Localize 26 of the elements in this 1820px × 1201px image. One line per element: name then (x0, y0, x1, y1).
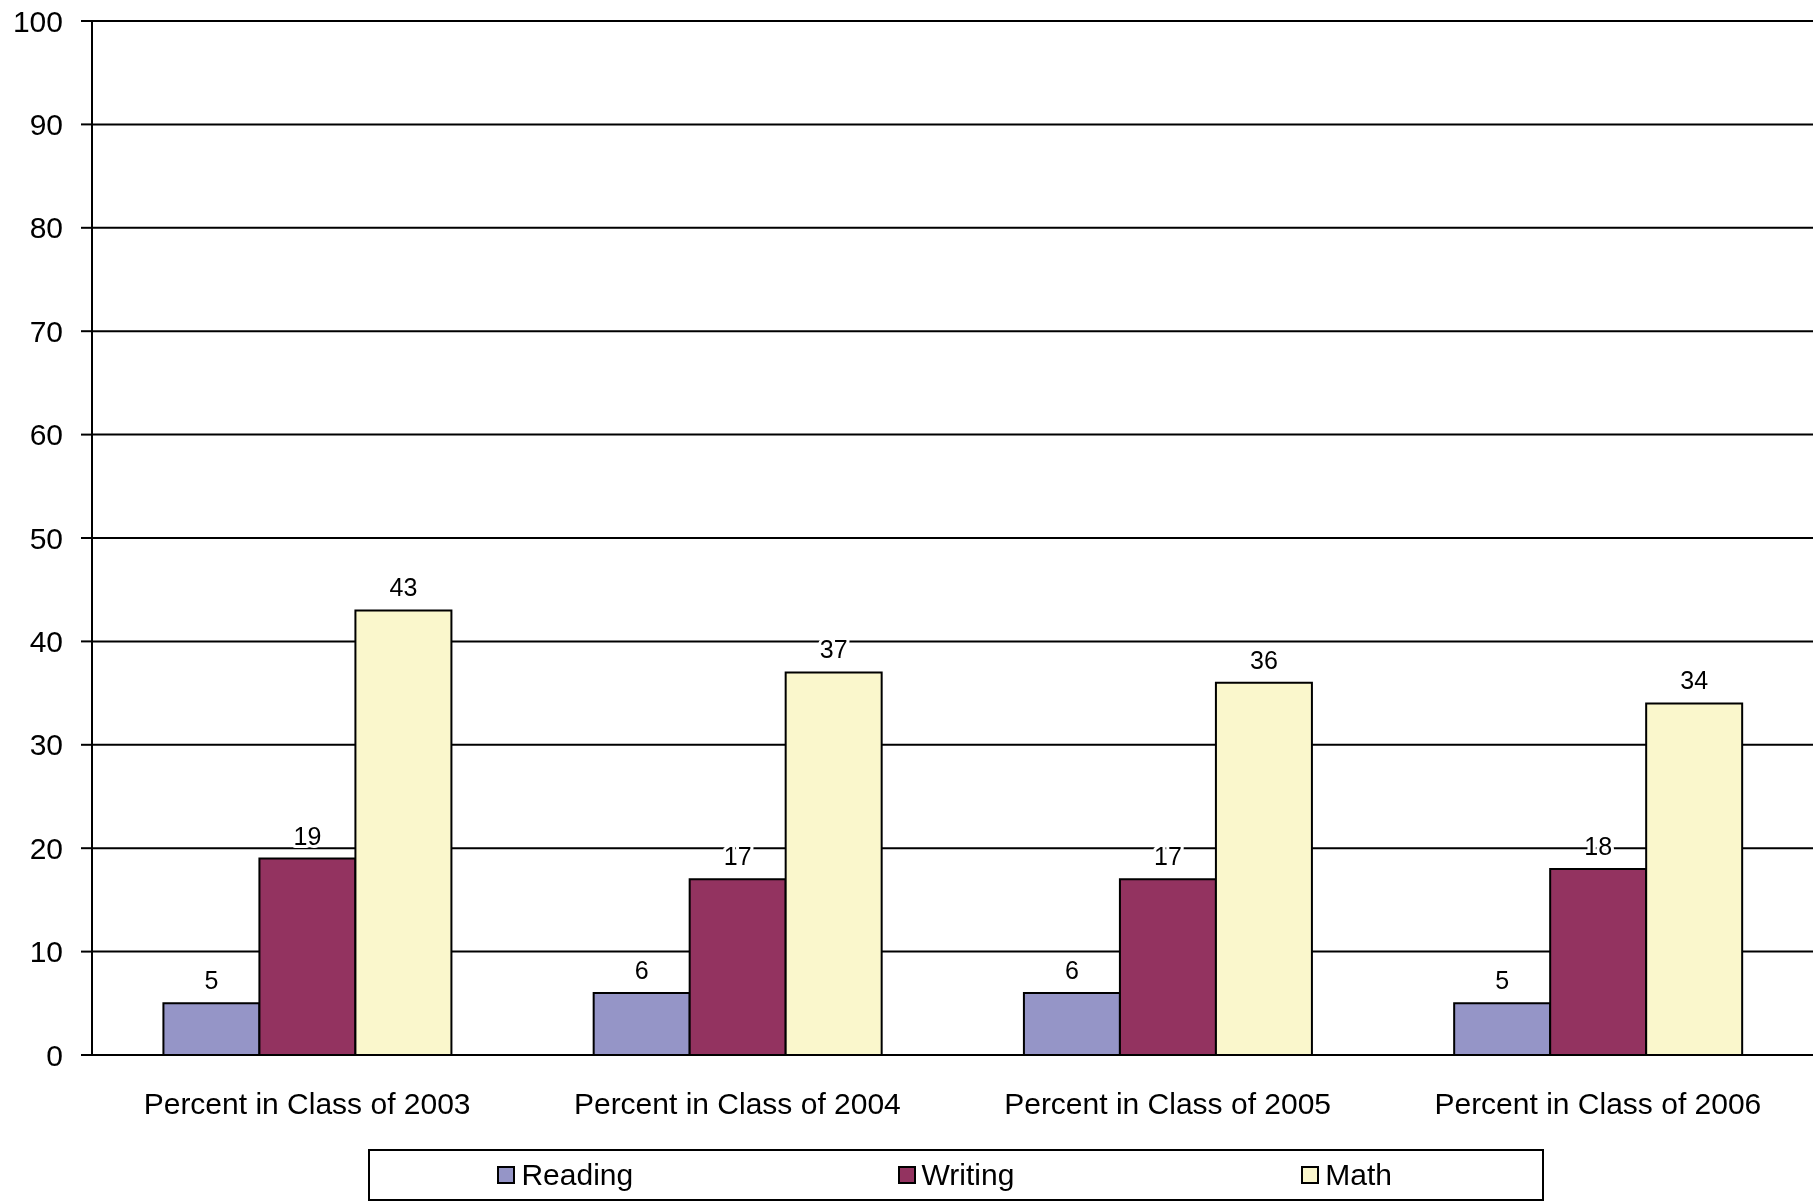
data-label: 5 (1495, 966, 1510, 995)
y-tick-label: 40 (29, 625, 63, 659)
y-tick-label: 10 (29, 935, 63, 969)
data-label: 6 (1064, 955, 1079, 984)
data-label: 5 (204, 966, 219, 995)
legend-label: Math (1325, 1158, 1392, 1192)
y-tick-label: 100 (12, 4, 63, 38)
y-tick-label: 70 (29, 314, 63, 348)
data-label: 36 (1250, 645, 1278, 674)
x-tick-label: Percent in Class of 2005 (1004, 1087, 1332, 1121)
data-label: 43 (389, 573, 418, 602)
x-tick-label: Percent in Class of 2006 (1434, 1087, 1762, 1121)
y-tick-label: 30 (29, 728, 63, 762)
legend-label: Reading (521, 1158, 634, 1192)
legend-label: Writing (921, 1158, 1015, 1192)
y-tick-label: 20 (29, 831, 63, 865)
data-label: 6 (634, 955, 649, 984)
data-label: 19 (293, 821, 322, 850)
data-label: 34 (1680, 666, 1709, 695)
y-tick-label: 80 (29, 211, 63, 245)
y-tick-label: 60 (29, 418, 63, 452)
y-tick-label: 90 (29, 108, 63, 142)
y-tick-label: 50 (29, 521, 63, 555)
x-tick-label: Percent in Class of 2004 (573, 1087, 901, 1121)
y-tick-label: 0 (46, 1038, 63, 1072)
x-tick-label: Percent in Class of 2003 (143, 1087, 471, 1121)
